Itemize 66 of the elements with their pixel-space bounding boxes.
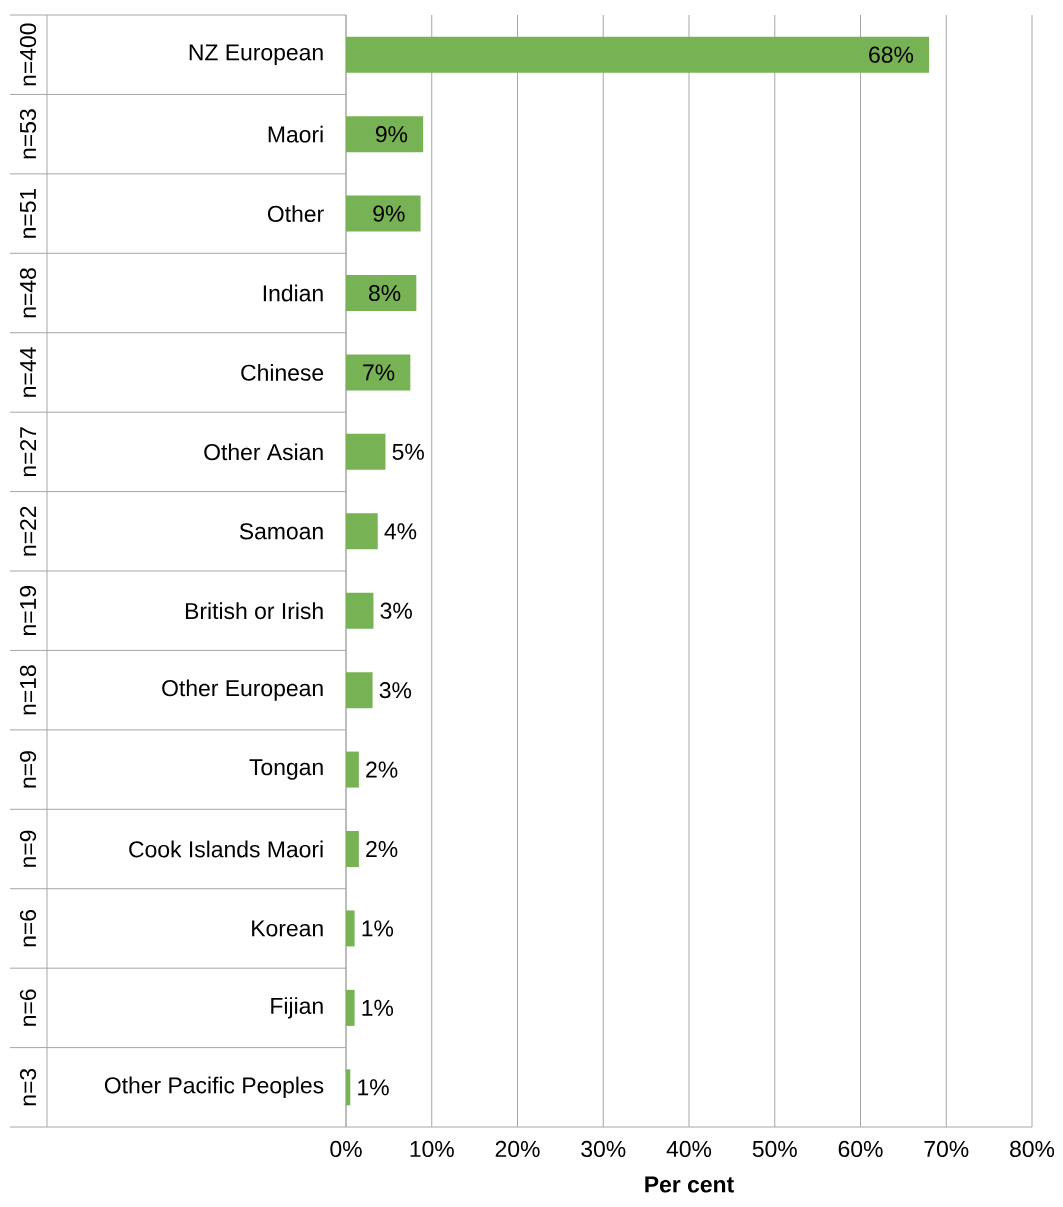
y-tick-label: Maori bbox=[268, 125, 323, 143]
bar bbox=[346, 672, 373, 709]
data-label: 9% bbox=[373, 205, 405, 222]
text: n=3 bbox=[19, 1068, 37, 1106]
bar bbox=[346, 910, 355, 947]
bar bbox=[346, 592, 374, 629]
y-tick-label: Chinese bbox=[241, 364, 324, 381]
x-tick-label: 80% bbox=[1010, 1140, 1055, 1158]
x-tick-label: 70% bbox=[924, 1140, 969, 1158]
x-tick-label: 10% bbox=[410, 1140, 454, 1158]
data-label: 2% bbox=[366, 840, 398, 858]
bar bbox=[346, 751, 359, 788]
text: n=6 bbox=[19, 989, 37, 1026]
bar bbox=[346, 989, 355, 1026]
text: n=51 bbox=[20, 188, 36, 238]
y-tick-label: Other bbox=[267, 205, 324, 222]
text: n=53 bbox=[19, 109, 37, 159]
data-label: 3% bbox=[379, 682, 412, 699]
y-tick-label: Other European bbox=[162, 679, 323, 701]
data-label: 8% bbox=[369, 284, 401, 302]
data-label: 4% bbox=[384, 523, 417, 540]
data-label: 1% bbox=[362, 999, 394, 1016]
text: n=22 bbox=[20, 506, 36, 556]
y-tick-label: Other Pacific Peoples bbox=[104, 1076, 324, 1098]
text: n=6 bbox=[19, 910, 37, 947]
y-tick-label: NZ European bbox=[189, 44, 323, 65]
bar bbox=[346, 275, 417, 312]
bar bbox=[346, 354, 411, 391]
data-label: 9% bbox=[375, 126, 408, 143]
y-tick-label: Indian bbox=[263, 284, 323, 302]
x-tick-label: 50% bbox=[752, 1140, 797, 1158]
y-tick-label: Tongan bbox=[249, 759, 323, 780]
text: n=9 bbox=[19, 830, 37, 867]
data-label: 5% bbox=[392, 443, 424, 460]
y-tick-label: British or Irish bbox=[185, 602, 323, 620]
bar bbox=[346, 116, 424, 153]
x-tick-label: 30% bbox=[581, 1140, 626, 1158]
x-tick-label: 20% bbox=[495, 1140, 540, 1158]
y-tick-label: Fijian bbox=[271, 997, 323, 1019]
data-label: 1% bbox=[362, 920, 394, 937]
bar bbox=[346, 433, 386, 470]
bar bbox=[346, 36, 930, 73]
text: n=27 bbox=[20, 427, 36, 477]
text: n=18 bbox=[19, 665, 37, 715]
x-tick-label: 60% bbox=[838, 1140, 883, 1158]
data-label: 7% bbox=[363, 364, 395, 381]
x-tick-label: 0% bbox=[330, 1140, 362, 1158]
bar bbox=[346, 831, 359, 868]
bar bbox=[346, 513, 378, 550]
text: n=400 bbox=[19, 23, 37, 86]
data-label: 1% bbox=[358, 1079, 389, 1096]
text: n=44 bbox=[20, 347, 36, 397]
y-tick-label: Samoan bbox=[239, 523, 323, 540]
bar bbox=[346, 1069, 351, 1106]
x-tick-label: 40% bbox=[666, 1140, 712, 1158]
bar bbox=[346, 195, 421, 232]
y-tick-label: Other Asian bbox=[204, 443, 323, 461]
y-tick-label: Cook Islands Maori bbox=[129, 840, 323, 858]
data-label: 68% bbox=[869, 46, 914, 63]
text: n=19 bbox=[19, 586, 37, 636]
x-axis-title: Per cent bbox=[645, 1176, 734, 1193]
text: n=9 bbox=[19, 751, 37, 788]
text: n=48 bbox=[19, 268, 37, 318]
y-tick-label: Korean bbox=[252, 920, 323, 937]
data-label: 2% bbox=[366, 761, 398, 778]
data-label: 3% bbox=[380, 602, 412, 619]
